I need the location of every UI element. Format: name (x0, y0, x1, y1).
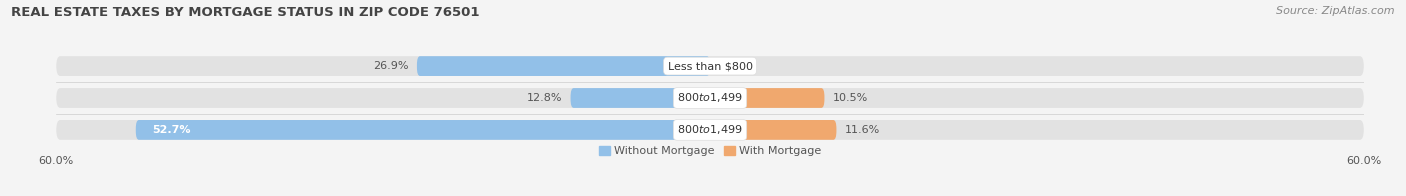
FancyBboxPatch shape (418, 56, 710, 76)
Text: 26.9%: 26.9% (373, 61, 408, 71)
FancyBboxPatch shape (571, 88, 710, 108)
FancyBboxPatch shape (136, 120, 710, 140)
Text: 10.5%: 10.5% (834, 93, 869, 103)
FancyBboxPatch shape (710, 88, 824, 108)
Text: Source: ZipAtlas.com: Source: ZipAtlas.com (1277, 6, 1395, 16)
FancyBboxPatch shape (710, 120, 837, 140)
Text: REAL ESTATE TAXES BY MORTGAGE STATUS IN ZIP CODE 76501: REAL ESTATE TAXES BY MORTGAGE STATUS IN … (11, 6, 479, 19)
Text: Less than $800: Less than $800 (668, 61, 752, 71)
Legend: Without Mortgage, With Mortgage: Without Mortgage, With Mortgage (599, 146, 821, 156)
Text: $800 to $1,499: $800 to $1,499 (678, 123, 742, 136)
Text: 11.6%: 11.6% (845, 125, 880, 135)
FancyBboxPatch shape (56, 56, 1364, 76)
Text: $800 to $1,499: $800 to $1,499 (678, 92, 742, 104)
FancyBboxPatch shape (56, 120, 1364, 140)
Text: 12.8%: 12.8% (526, 93, 562, 103)
Text: 0.0%: 0.0% (718, 61, 747, 71)
FancyBboxPatch shape (56, 88, 1364, 108)
Text: 52.7%: 52.7% (152, 125, 191, 135)
